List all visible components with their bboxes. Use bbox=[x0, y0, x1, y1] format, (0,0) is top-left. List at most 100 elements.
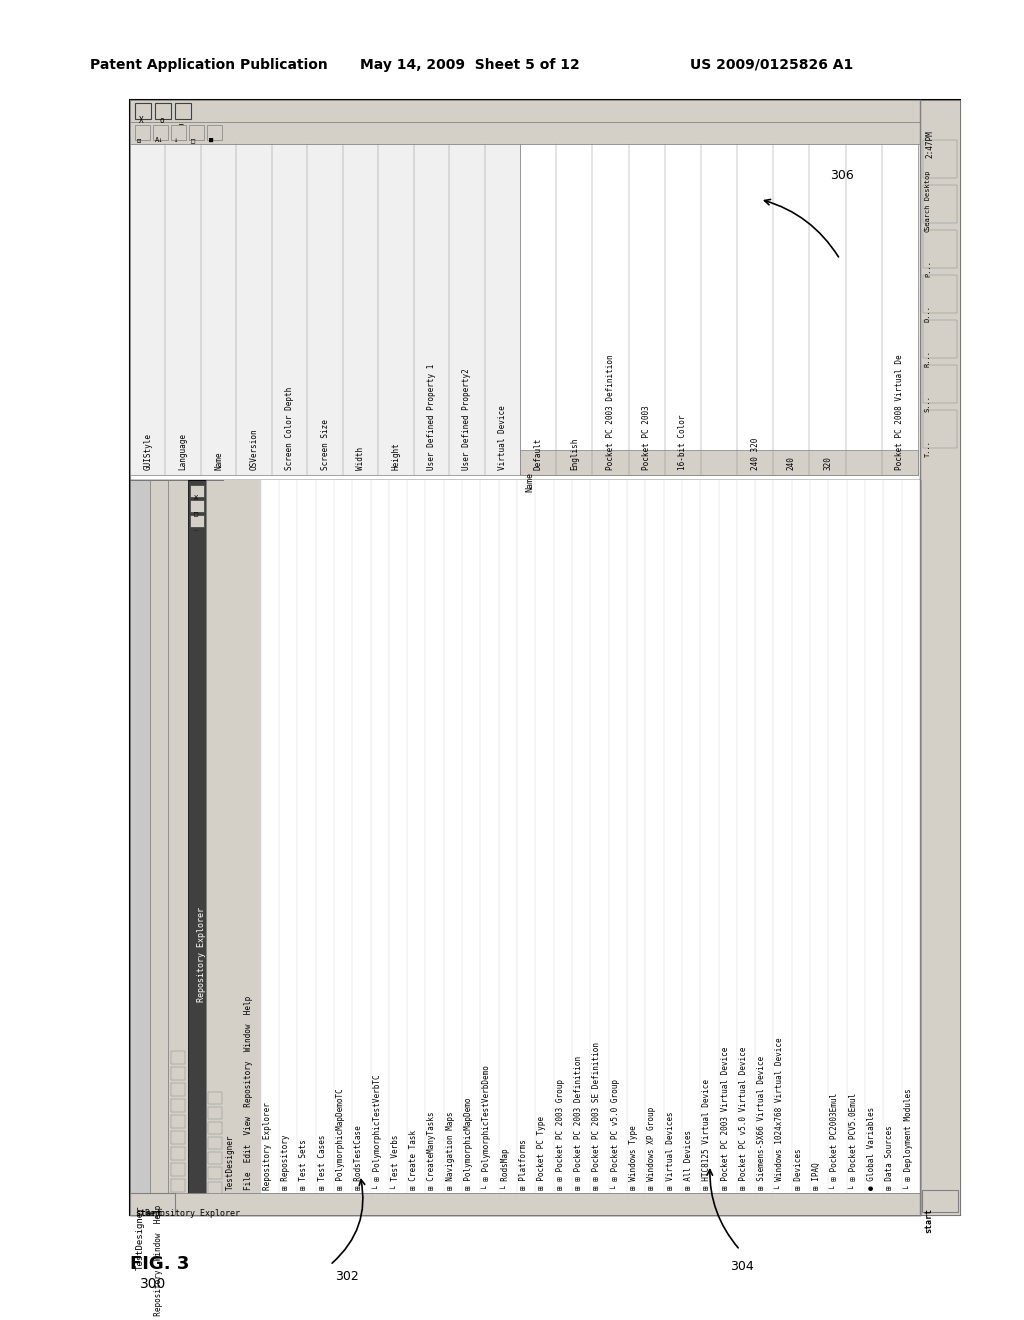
Text: TestDesigner: TestDesigner bbox=[226, 1134, 234, 1191]
Bar bbox=[155, 103, 171, 119]
Text: Pocket PC 2008 Virtual De: Pocket PC 2008 Virtual De bbox=[895, 354, 904, 470]
Text: A↓: A↓ bbox=[155, 137, 164, 143]
Bar bbox=[700, 480, 719, 1193]
Text: Repository Explorer: Repository Explorer bbox=[145, 1209, 240, 1218]
Bar bbox=[135, 125, 150, 140]
Bar bbox=[608, 480, 627, 1193]
Text: X: X bbox=[194, 495, 199, 502]
Text: └ RodsMap: └ RodsMap bbox=[501, 1148, 510, 1191]
Text: ■: ■ bbox=[209, 137, 213, 143]
Bar bbox=[171, 1100, 185, 1111]
Bar bbox=[130, 1193, 175, 1214]
Text: Pocket PC 2003 Definition: Pocket PC 2003 Definition bbox=[606, 354, 615, 470]
Text: Patent Application Publication: Patent Application Publication bbox=[90, 58, 328, 73]
Text: Screen Color Depth: Screen Color Depth bbox=[285, 387, 294, 470]
Bar bbox=[130, 480, 920, 1214]
Text: ⊞ Windows Type: ⊞ Windows Type bbox=[629, 1125, 638, 1191]
Text: 306: 306 bbox=[830, 169, 854, 182]
Bar bbox=[150, 480, 168, 1214]
Text: ⊞ All Devices: ⊞ All Devices bbox=[684, 1130, 693, 1191]
Text: _: _ bbox=[194, 525, 199, 531]
Bar bbox=[130, 1193, 920, 1214]
Text: C...: C... bbox=[925, 215, 931, 232]
Text: May 14, 2009  Sheet 5 of 12: May 14, 2009 Sheet 5 of 12 bbox=[360, 58, 580, 73]
Bar bbox=[371, 480, 389, 1193]
Bar bbox=[190, 484, 204, 498]
Bar bbox=[923, 411, 957, 447]
Text: ⊞ Windows XP Group: ⊞ Windows XP Group bbox=[647, 1106, 656, 1191]
Text: 302: 302 bbox=[335, 1270, 358, 1283]
Text: └ ⊞ PolymorphicTestVerbDemo: └ ⊞ PolymorphicTestVerbDemo bbox=[482, 1065, 492, 1191]
Text: ⊞ ⊞ Pocket PC 2003 SE Definition: ⊞ ⊞ Pocket PC 2003 SE Definition bbox=[592, 1041, 601, 1191]
Bar bbox=[645, 480, 664, 1193]
Text: ⊞ Pocket PC 2003 Virtual Device: ⊞ Pocket PC 2003 Virtual Device bbox=[721, 1047, 729, 1191]
Bar bbox=[334, 480, 352, 1193]
Text: Name: Name bbox=[525, 473, 534, 492]
Bar bbox=[719, 480, 737, 1193]
Text: Default: Default bbox=[534, 438, 543, 470]
Text: English: English bbox=[569, 438, 579, 470]
Text: ⊞ ⊞ Pocket PC 2003 Definition: ⊞ ⊞ Pocket PC 2003 Definition bbox=[574, 1056, 583, 1191]
Text: ⊞ Create Task: ⊞ Create Task bbox=[410, 1130, 418, 1191]
Bar bbox=[865, 480, 884, 1193]
Text: 16-bit Color: 16-bit Color bbox=[678, 414, 687, 470]
Bar bbox=[923, 366, 957, 403]
Text: ⊞ Siemens-SX66 Virtual Device: ⊞ Siemens-SX66 Virtual Device bbox=[757, 1056, 766, 1191]
Bar bbox=[153, 125, 168, 140]
Bar bbox=[664, 480, 682, 1193]
Bar bbox=[517, 480, 536, 1193]
Bar bbox=[168, 480, 188, 1214]
Bar bbox=[923, 230, 957, 268]
Text: FIG. 3: FIG. 3 bbox=[130, 1255, 189, 1272]
Bar bbox=[171, 1195, 185, 1208]
Text: ⊞ Repository: ⊞ Repository bbox=[281, 1134, 290, 1191]
Text: ⊞ Devices: ⊞ Devices bbox=[794, 1148, 803, 1191]
Bar bbox=[315, 480, 334, 1193]
Text: ⊞ ⊞ Pocket PC 2003 Group: ⊞ ⊞ Pocket PC 2003 Group bbox=[556, 1078, 564, 1191]
Bar bbox=[810, 480, 828, 1193]
Text: Screen Size: Screen Size bbox=[321, 420, 330, 470]
Text: ⊞ Navigation Maps: ⊞ Navigation Maps bbox=[445, 1111, 455, 1191]
Bar bbox=[208, 1107, 222, 1119]
Text: ⊞ PolymorphicMapDemoTC: ⊞ PolymorphicMapDemoTC bbox=[336, 1088, 345, 1191]
Text: TestDesigner: TestDesigner bbox=[136, 1205, 145, 1270]
Bar bbox=[208, 1181, 222, 1195]
Text: Pocket PC 2003: Pocket PC 2003 bbox=[642, 405, 651, 470]
Bar bbox=[480, 480, 499, 1193]
Text: start: start bbox=[924, 1208, 933, 1233]
Text: Name: Name bbox=[214, 451, 223, 470]
Bar bbox=[208, 1137, 222, 1148]
Bar bbox=[208, 1167, 222, 1179]
Bar bbox=[130, 121, 920, 144]
Bar bbox=[520, 144, 918, 475]
Bar bbox=[224, 480, 920, 1193]
Text: File  Edit  View  Repository  Window  Help: File Edit View Repository Window Help bbox=[154, 1205, 163, 1320]
Bar bbox=[188, 480, 206, 1214]
Text: Search Desktop: Search Desktop bbox=[925, 170, 931, 230]
Text: Language: Language bbox=[178, 433, 187, 470]
Bar bbox=[773, 480, 792, 1193]
Bar bbox=[171, 1179, 185, 1192]
Bar bbox=[792, 480, 810, 1193]
Text: ⊡: ⊡ bbox=[137, 137, 141, 143]
Bar bbox=[135, 103, 151, 119]
Bar bbox=[352, 480, 371, 1193]
Bar bbox=[884, 480, 902, 1193]
Bar bbox=[171, 1147, 185, 1160]
Text: └ ⊞ Pocket PCV5.0Emul: └ ⊞ Pocket PCV5.0Emul bbox=[849, 1093, 858, 1191]
Text: X: X bbox=[139, 116, 143, 125]
Bar bbox=[426, 480, 443, 1193]
Bar bbox=[520, 450, 918, 475]
Text: □: □ bbox=[194, 510, 199, 516]
Text: R...: R... bbox=[925, 350, 931, 367]
Text: ⊞ IPAQ: ⊞ IPAQ bbox=[812, 1162, 821, 1191]
Text: ⊞ HTC8125 Virtual Device: ⊞ HTC8125 Virtual Device bbox=[702, 1078, 712, 1191]
Text: □: □ bbox=[191, 137, 196, 143]
Text: o: o bbox=[159, 116, 164, 125]
Text: Height: Height bbox=[391, 442, 400, 470]
Text: Repository Explorer: Repository Explorer bbox=[198, 907, 207, 1002]
Text: ⊞ Data Sources: ⊞ Data Sources bbox=[886, 1125, 894, 1191]
Text: Repository Explorer: Repository Explorer bbox=[262, 1102, 271, 1191]
Text: D...: D... bbox=[925, 305, 931, 322]
Text: └ Windows 1024x768 Virtual Device: └ Windows 1024x768 Virtual Device bbox=[775, 1038, 784, 1191]
